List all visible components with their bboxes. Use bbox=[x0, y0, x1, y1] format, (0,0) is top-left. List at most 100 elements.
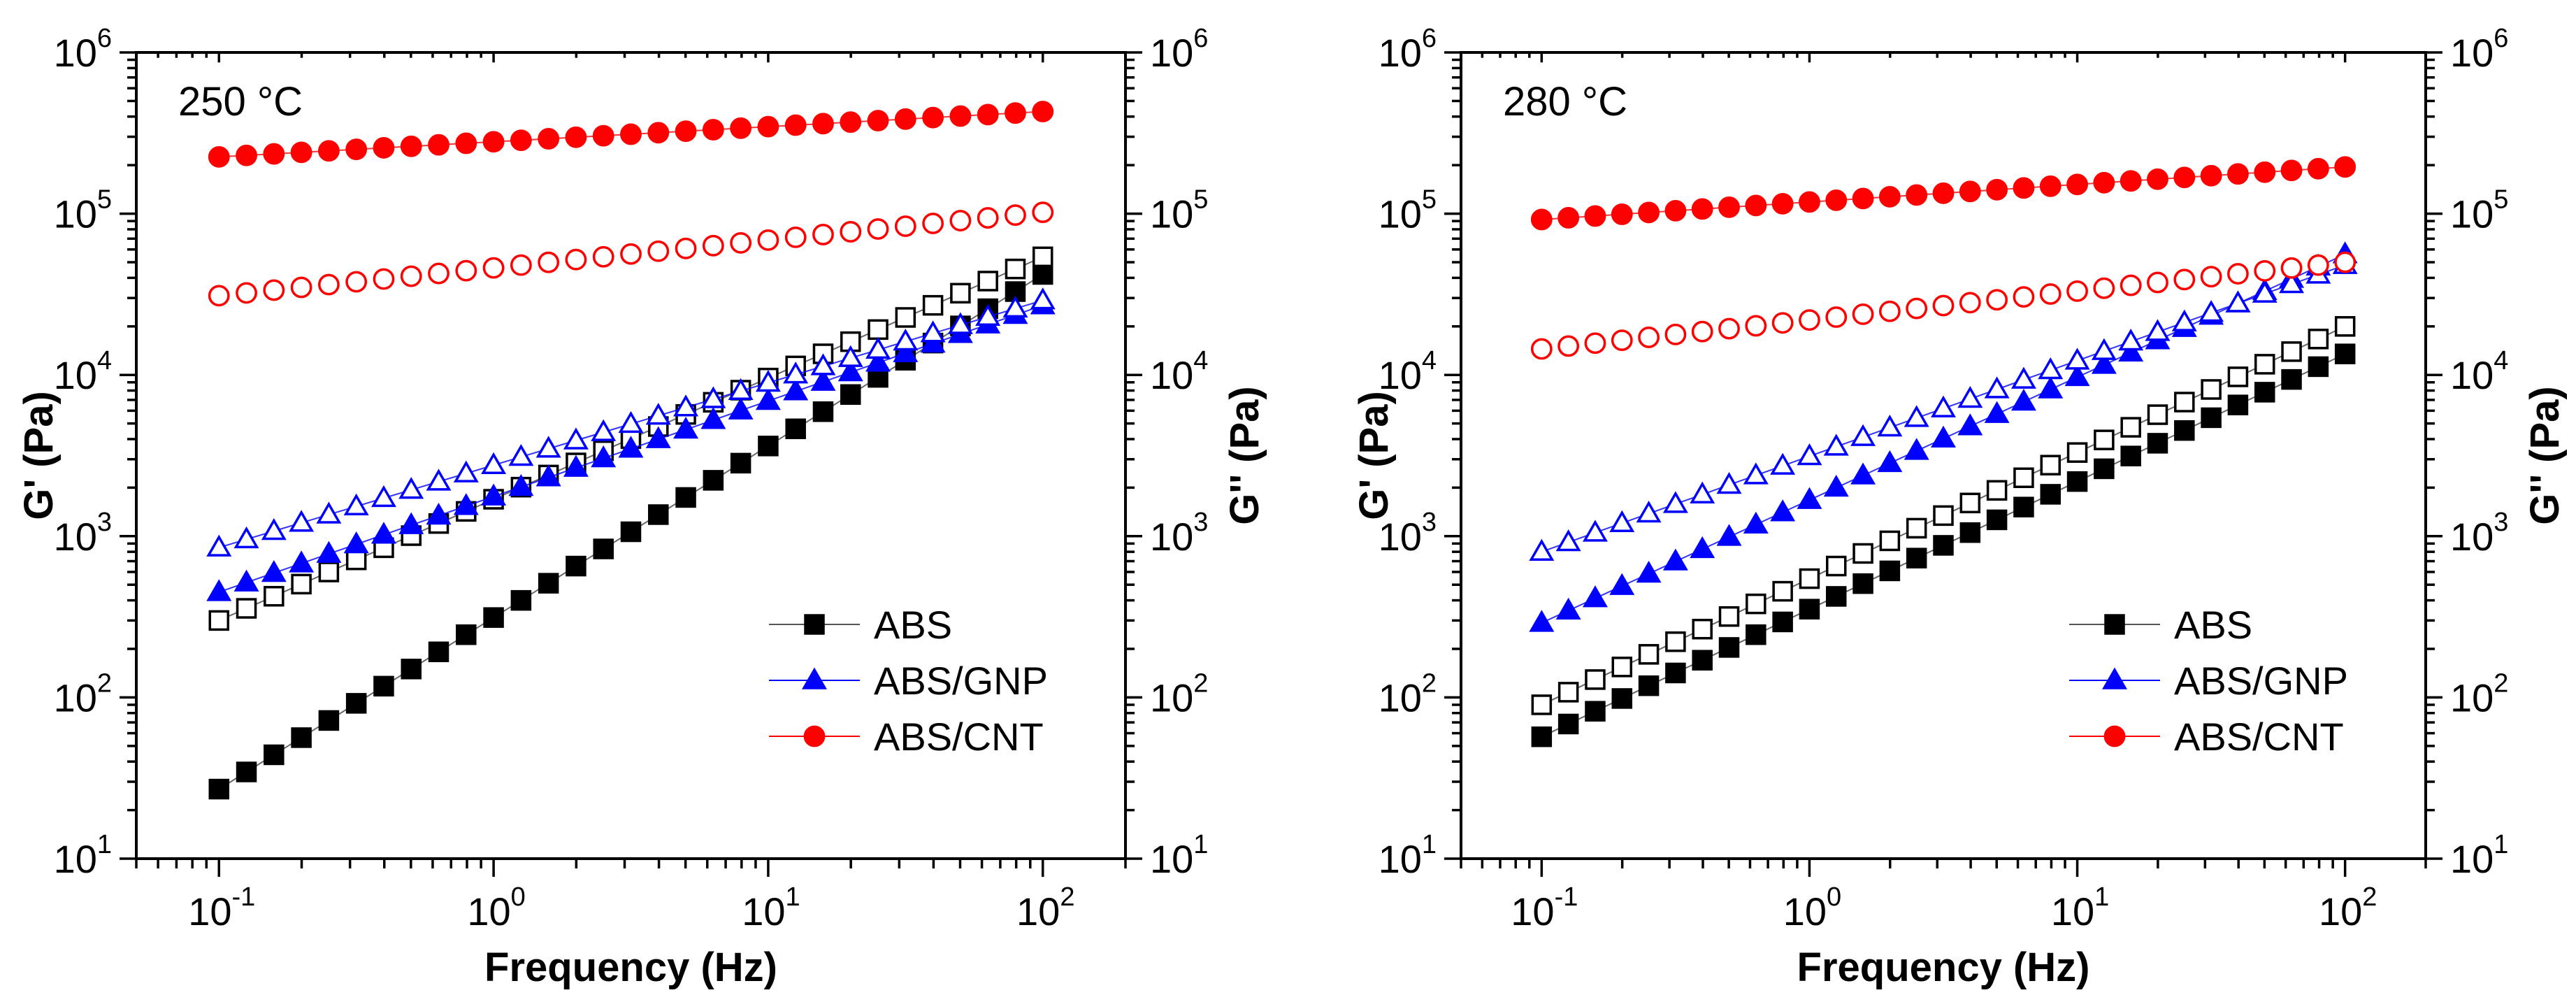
data-point bbox=[757, 229, 779, 251]
tick-exponent: 5 bbox=[2494, 185, 2508, 215]
tick-base: 10 bbox=[1379, 515, 1422, 559]
data-point bbox=[1986, 480, 2008, 501]
data-point bbox=[1823, 475, 1849, 497]
data-point bbox=[317, 140, 340, 162]
data-point bbox=[1582, 520, 1608, 542]
data-point bbox=[1718, 317, 1740, 340]
data-point bbox=[783, 378, 809, 401]
data-point bbox=[1743, 462, 1769, 485]
data-point bbox=[2173, 166, 2196, 189]
data-point bbox=[2013, 177, 2035, 199]
data-point bbox=[645, 426, 671, 448]
data-point bbox=[426, 468, 452, 491]
x-tick-label: 100 bbox=[1783, 882, 1841, 933]
data-point bbox=[2093, 277, 2115, 299]
data-point bbox=[1878, 300, 1901, 322]
data-point bbox=[620, 243, 642, 265]
x-axis-label: Frequency (Hz) bbox=[484, 945, 777, 990]
data-point bbox=[1799, 191, 1820, 213]
data-point bbox=[263, 279, 285, 301]
x-tick-label: 101 bbox=[2051, 882, 2109, 933]
tick-exponent: 2 bbox=[97, 668, 112, 698]
data-point bbox=[1904, 438, 1929, 460]
y-axis-label-left: G' (Pa) bbox=[16, 391, 62, 520]
data-point bbox=[1692, 618, 1713, 640]
data-point bbox=[1030, 287, 1056, 310]
data-point bbox=[2252, 280, 2278, 303]
data-point bbox=[1771, 312, 1794, 334]
data-point bbox=[1850, 462, 1876, 485]
data-point bbox=[316, 501, 342, 524]
data-point bbox=[398, 512, 424, 534]
tick-base: 10 bbox=[54, 837, 97, 881]
tick-base: 10 bbox=[1150, 353, 1193, 397]
legend-marker bbox=[803, 725, 826, 747]
data-point bbox=[2147, 433, 2168, 454]
data-point bbox=[755, 387, 781, 410]
data-point bbox=[1932, 294, 1955, 317]
tick-base: 10 bbox=[1783, 889, 1827, 933]
data-point bbox=[837, 359, 863, 382]
y-left-tick-label: 102 bbox=[54, 668, 112, 720]
legend-marker bbox=[2103, 725, 2126, 747]
tick-base: 10 bbox=[54, 353, 97, 397]
legend-entry-abs-cnt: ABS/CNT bbox=[2069, 715, 2344, 759]
data-point bbox=[1906, 297, 1928, 320]
data-point bbox=[865, 336, 891, 359]
data-point bbox=[702, 234, 724, 257]
data-point bbox=[647, 240, 670, 262]
data-point bbox=[1638, 201, 1660, 224]
data-point bbox=[2334, 251, 2356, 273]
data-point bbox=[2147, 168, 2168, 190]
data-point bbox=[977, 271, 998, 292]
x-tick-label: 102 bbox=[2319, 882, 2377, 933]
data-point bbox=[1957, 413, 1983, 436]
data-point bbox=[563, 427, 589, 450]
y-left-tick-label: 105 bbox=[54, 185, 112, 236]
y-right-tick-label: 106 bbox=[2450, 24, 2508, 75]
data-point bbox=[233, 526, 259, 549]
tick-base: 10 bbox=[1379, 353, 1422, 397]
series-abs-cnt-loss bbox=[208, 201, 1054, 307]
tick-base: 10 bbox=[742, 889, 785, 933]
data-point bbox=[373, 268, 395, 290]
data-point bbox=[428, 262, 449, 285]
data-point bbox=[1638, 675, 1660, 696]
data-point bbox=[2174, 392, 2195, 413]
data-point bbox=[481, 483, 507, 506]
legend: ABS ABS/GNP ABS/CNT bbox=[2069, 603, 2348, 759]
data-point bbox=[2308, 356, 2329, 378]
series-abs-cnt-storage bbox=[208, 101, 1054, 168]
y-right-tick-label: 103 bbox=[1150, 508, 1208, 559]
data-point bbox=[1959, 492, 1981, 514]
tick-base: 10 bbox=[2450, 515, 2494, 559]
data-point bbox=[508, 443, 534, 466]
data-point bbox=[1877, 415, 1903, 437]
data-point bbox=[949, 105, 972, 127]
data-point bbox=[2091, 338, 2117, 360]
data-point bbox=[206, 579, 232, 601]
data-point bbox=[318, 561, 340, 582]
series-abs-cnt-storage bbox=[1530, 156, 2356, 231]
data-point bbox=[2225, 290, 2251, 313]
legend: ABS ABS/GNP ABS/CNT bbox=[769, 603, 1048, 759]
data-point bbox=[2013, 286, 2035, 308]
data-point bbox=[208, 285, 230, 307]
data-point bbox=[455, 132, 477, 155]
data-point bbox=[1823, 434, 1849, 456]
y-right-tick-label: 102 bbox=[2450, 668, 2508, 720]
data-point bbox=[236, 761, 257, 782]
legend-label: ABS/GNP bbox=[2174, 659, 2348, 703]
tick-base: 10 bbox=[1150, 31, 1193, 75]
data-point bbox=[1933, 505, 1954, 527]
legend-label: ABS bbox=[2174, 603, 2252, 647]
tick-exponent: 1 bbox=[1422, 830, 1437, 859]
tick-base: 10 bbox=[1150, 675, 1193, 720]
y-axis-label-right: G'' (Pa) bbox=[1222, 386, 1267, 524]
data-point bbox=[2334, 316, 2356, 337]
y-left-tick-label: 103 bbox=[1379, 508, 1437, 559]
tick-exponent: 4 bbox=[1422, 346, 1437, 375]
y-axis-label-left: G' (Pa) bbox=[1351, 391, 1397, 520]
data-point bbox=[1531, 694, 1553, 715]
